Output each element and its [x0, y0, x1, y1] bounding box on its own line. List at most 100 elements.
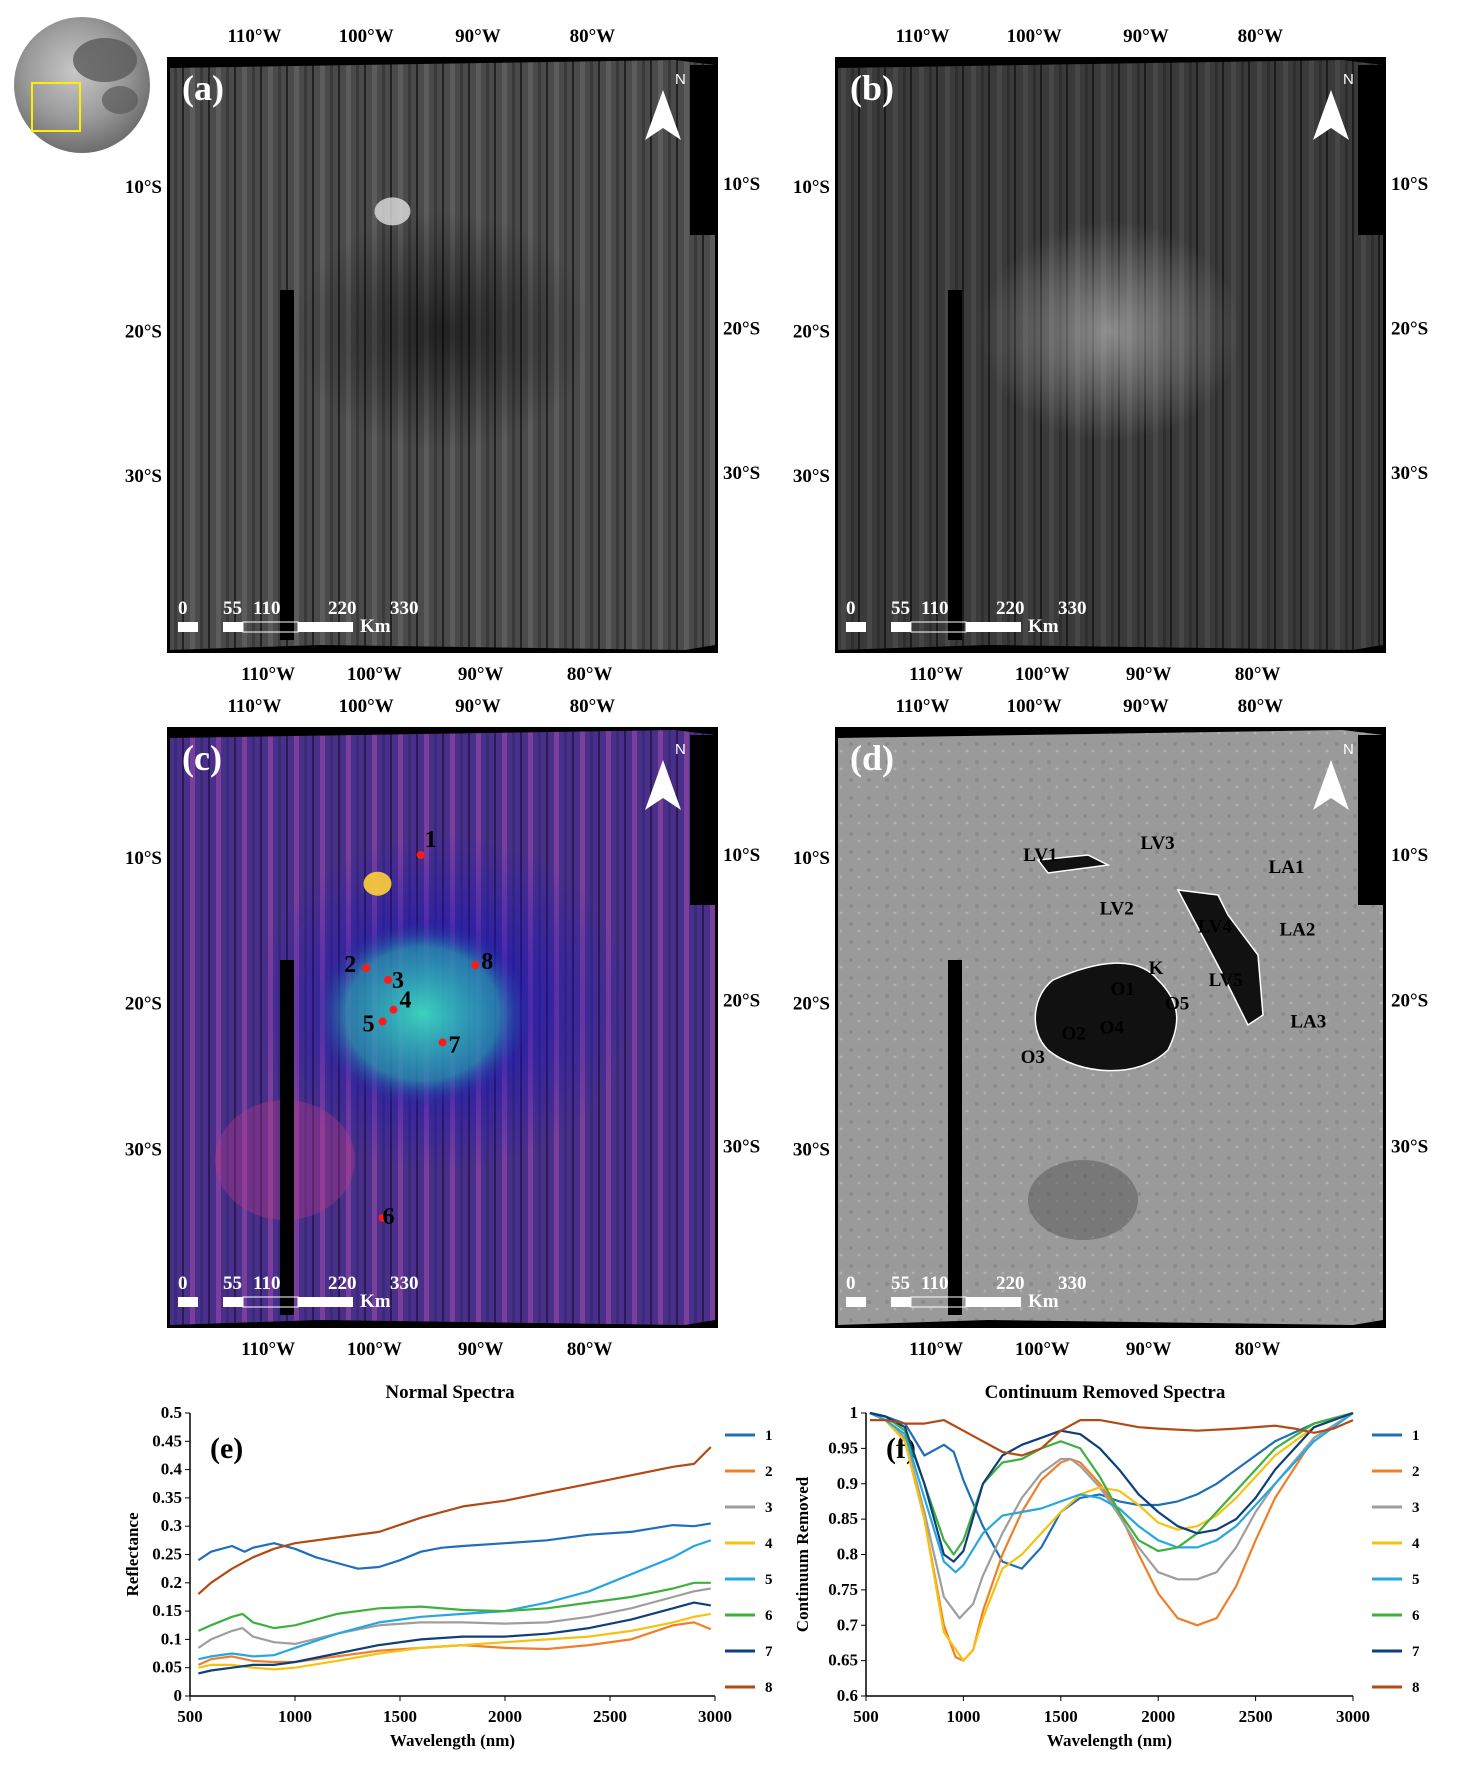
scale-value: 110: [921, 598, 948, 619]
lat-tick-left: 30°S: [125, 1139, 162, 1160]
data-gap: [280, 290, 294, 640]
series-line-7: [869, 1411, 1354, 1563]
lon-tick-bottom: 110°W: [241, 664, 295, 685]
lat-tick-right: 20°S: [1391, 318, 1428, 339]
region-label-lv4: LV4: [1198, 916, 1233, 937]
region-label-o5: O5: [1165, 994, 1189, 1015]
x-axis-title: Wavelength (nm): [390, 1731, 515, 1750]
lon-tick-bottom: 80°W: [1235, 1339, 1281, 1360]
x-tick-label: 2500: [593, 1707, 627, 1726]
scale-unit: Km: [360, 616, 391, 637]
scale-value: 55: [223, 598, 242, 619]
north-arrow-icon: [1313, 90, 1349, 140]
chart-title: Continuum Removed Spectra: [985, 1382, 1226, 1403]
sample-point-1: [416, 850, 425, 859]
sample-label-5: 5: [363, 1012, 375, 1038]
y-tick-label: 0.75: [828, 1580, 858, 1599]
scale-value: 0: [178, 598, 188, 619]
lon-tick-bottom: 100°W: [347, 1339, 402, 1360]
lat-tick-left: 20°S: [793, 994, 830, 1015]
north-arrow-icon: [1313, 760, 1349, 810]
scale-value: 330: [390, 1273, 419, 1294]
lat-tick-right: 30°S: [1391, 463, 1428, 484]
legend-label-6: 6: [1412, 1608, 1420, 1624]
lon-tick-top: 90°W: [1123, 696, 1169, 717]
x-tick-label: 2500: [1239, 1707, 1273, 1726]
y-tick-label: 0.5: [161, 1403, 182, 1422]
y-tick-label: 0.6: [837, 1686, 858, 1705]
scale-value: 330: [1058, 1273, 1087, 1294]
x-tick-label: 2000: [488, 1707, 522, 1726]
y-tick-label: 0.65: [828, 1651, 858, 1670]
legend-label-5: 5: [765, 1572, 773, 1588]
x-tick-label: 1000: [278, 1707, 312, 1726]
lat-tick-right: 20°S: [723, 318, 760, 339]
region-label-o4: O4: [1100, 1017, 1125, 1038]
series-line-1: [869, 1411, 1354, 1570]
map-panel-b: (b) N 110°W 100°W 90°W 80°W 110°W 100°W 90°W 80°W…: [793, 26, 1428, 685]
y-tick-label: 0.95: [828, 1438, 858, 1457]
scale-value: 0: [178, 1273, 188, 1294]
legend-label-8: 8: [1412, 1680, 1420, 1696]
cyan-region: [312, 918, 533, 1109]
x-tick-label: 1500: [383, 1707, 417, 1726]
sample-label-6: 6: [383, 1204, 395, 1230]
scale-segment: [846, 622, 866, 632]
sample-point-3: [384, 975, 392, 984]
y-tick-label: 0.05: [152, 1658, 182, 1677]
scale-segment: [891, 622, 911, 632]
lon-tick-top: 110°W: [895, 26, 949, 47]
lat-tick-right: 20°S: [1391, 991, 1428, 1012]
region-label-la2: LA2: [1279, 919, 1315, 940]
lon-tick-bottom: 80°W: [567, 664, 613, 685]
y-tick-label: 0.7: [837, 1615, 859, 1634]
legend-label-7: 7: [765, 1644, 773, 1660]
sample-point-2: [362, 964, 371, 972]
lon-tick-top: 110°W: [895, 696, 949, 717]
scale-segment: [966, 1297, 1021, 1307]
locator-box: [31, 82, 81, 132]
panel-letter: (a): [182, 68, 224, 108]
chart-panel-letter: (e): [210, 1432, 243, 1465]
lon-tick-bottom: 100°W: [347, 664, 402, 685]
scale-unit: Km: [1028, 616, 1059, 637]
lon-tick-top: 80°W: [570, 26, 616, 47]
legend-label-2: 2: [1412, 1464, 1420, 1480]
lon-tick-bottom: 80°W: [567, 1339, 613, 1360]
series-line-5: [869, 1411, 1354, 1574]
sample-label-4: 4: [399, 988, 411, 1014]
panel-letter: (c): [182, 738, 222, 778]
sample-label-3: 3: [392, 968, 404, 994]
map-panel-a: (a) N 110°W 100°W 90°W 80°W 110°W 100°W 90°W 80°W…: [125, 26, 760, 685]
lat-tick-left: 20°S: [793, 321, 830, 342]
legend-label-5: 5: [1412, 1572, 1420, 1588]
lon-tick-top: 110°W: [227, 696, 281, 717]
lon-tick-top: 100°W: [1007, 696, 1062, 717]
scale-unit: Km: [1028, 1291, 1059, 1312]
x-tick-label: 3000: [698, 1707, 732, 1726]
scale-value: 220: [996, 1273, 1025, 1294]
scale-segment: [223, 622, 243, 632]
series-line-8: [869, 1419, 1354, 1457]
lon-tick-top: 90°W: [1123, 26, 1169, 47]
series-line-3: [197, 1587, 711, 1649]
scale-segment: [891, 1297, 911, 1307]
lon-tick-top: 90°W: [455, 26, 501, 47]
data-gap: [1358, 735, 1383, 905]
map-panel-d: (d) N 110°W 100°W 90°W 80°W 110°W 100°W 90°W 80°W…: [793, 696, 1428, 1360]
lon-tick-top: 100°W: [339, 696, 394, 717]
legend-label-4: 4: [1412, 1536, 1420, 1552]
series-line-3: [869, 1411, 1354, 1620]
sample-point-7: [438, 1038, 447, 1047]
lat-tick-right: 10°S: [723, 174, 760, 195]
scale-segment: [298, 622, 353, 632]
scale-value: 330: [1058, 598, 1087, 619]
north-label: N: [675, 741, 686, 758]
bright-basin: [980, 221, 1241, 442]
data-gap: [948, 290, 962, 640]
north-label: N: [1343, 71, 1354, 88]
scale-value: 0: [846, 1273, 856, 1294]
moon-maria: [73, 38, 137, 82]
data-gap: [690, 65, 715, 235]
